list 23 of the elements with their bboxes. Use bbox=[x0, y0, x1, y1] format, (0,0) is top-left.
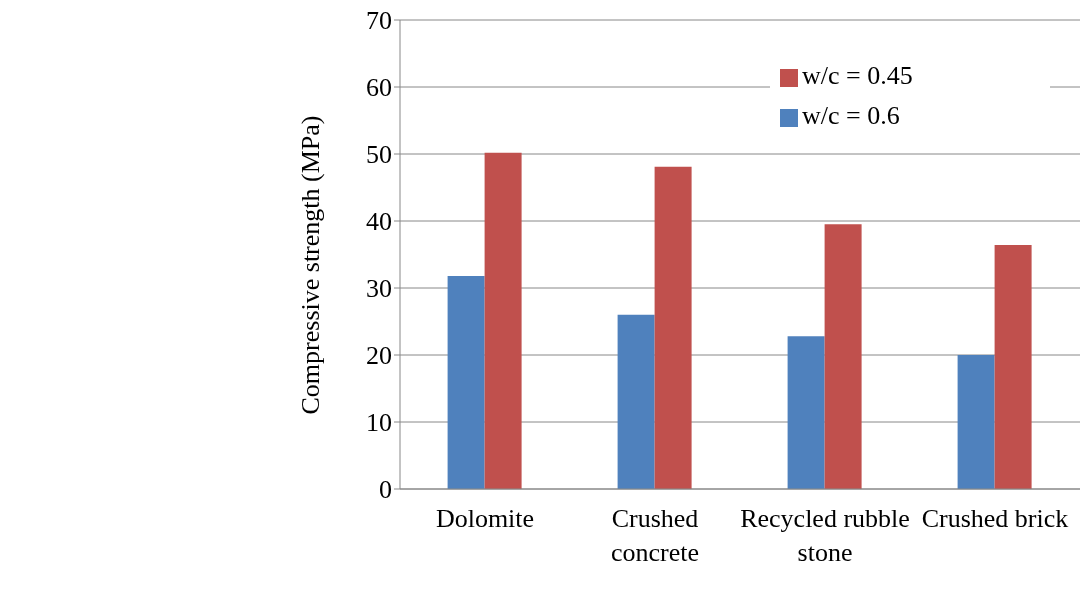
y-tick-label: 0 bbox=[379, 475, 392, 505]
bar bbox=[617, 314, 655, 489]
legend-label: w/c = 0.6 bbox=[802, 101, 900, 130]
x-tick-label: Crushed concrete bbox=[610, 504, 700, 567]
x-tick-label: Recycled rubble stone bbox=[740, 504, 910, 567]
y-tick-label: 50 bbox=[366, 140, 392, 170]
y-axis-title: Compressive strength (MPa) bbox=[296, 115, 326, 415]
legend-label: w/c = 0.45 bbox=[802, 61, 913, 90]
x-tick-label: Crushed brick bbox=[921, 504, 1069, 533]
y-tick-label: 10 bbox=[366, 408, 392, 438]
bar bbox=[787, 336, 825, 489]
y-tick-label: 30 bbox=[366, 274, 392, 304]
bar bbox=[824, 224, 862, 489]
bar bbox=[484, 152, 522, 489]
bar bbox=[447, 275, 485, 489]
y-tick-label: 70 bbox=[366, 6, 392, 36]
bar bbox=[994, 245, 1032, 489]
bar bbox=[654, 166, 692, 489]
y-tick-label: 20 bbox=[366, 341, 392, 371]
bar bbox=[957, 355, 995, 489]
y-tick-label: 40 bbox=[366, 207, 392, 237]
y-tick-label: 60 bbox=[366, 73, 392, 103]
x-tick-label: Dolomite bbox=[435, 504, 535, 533]
